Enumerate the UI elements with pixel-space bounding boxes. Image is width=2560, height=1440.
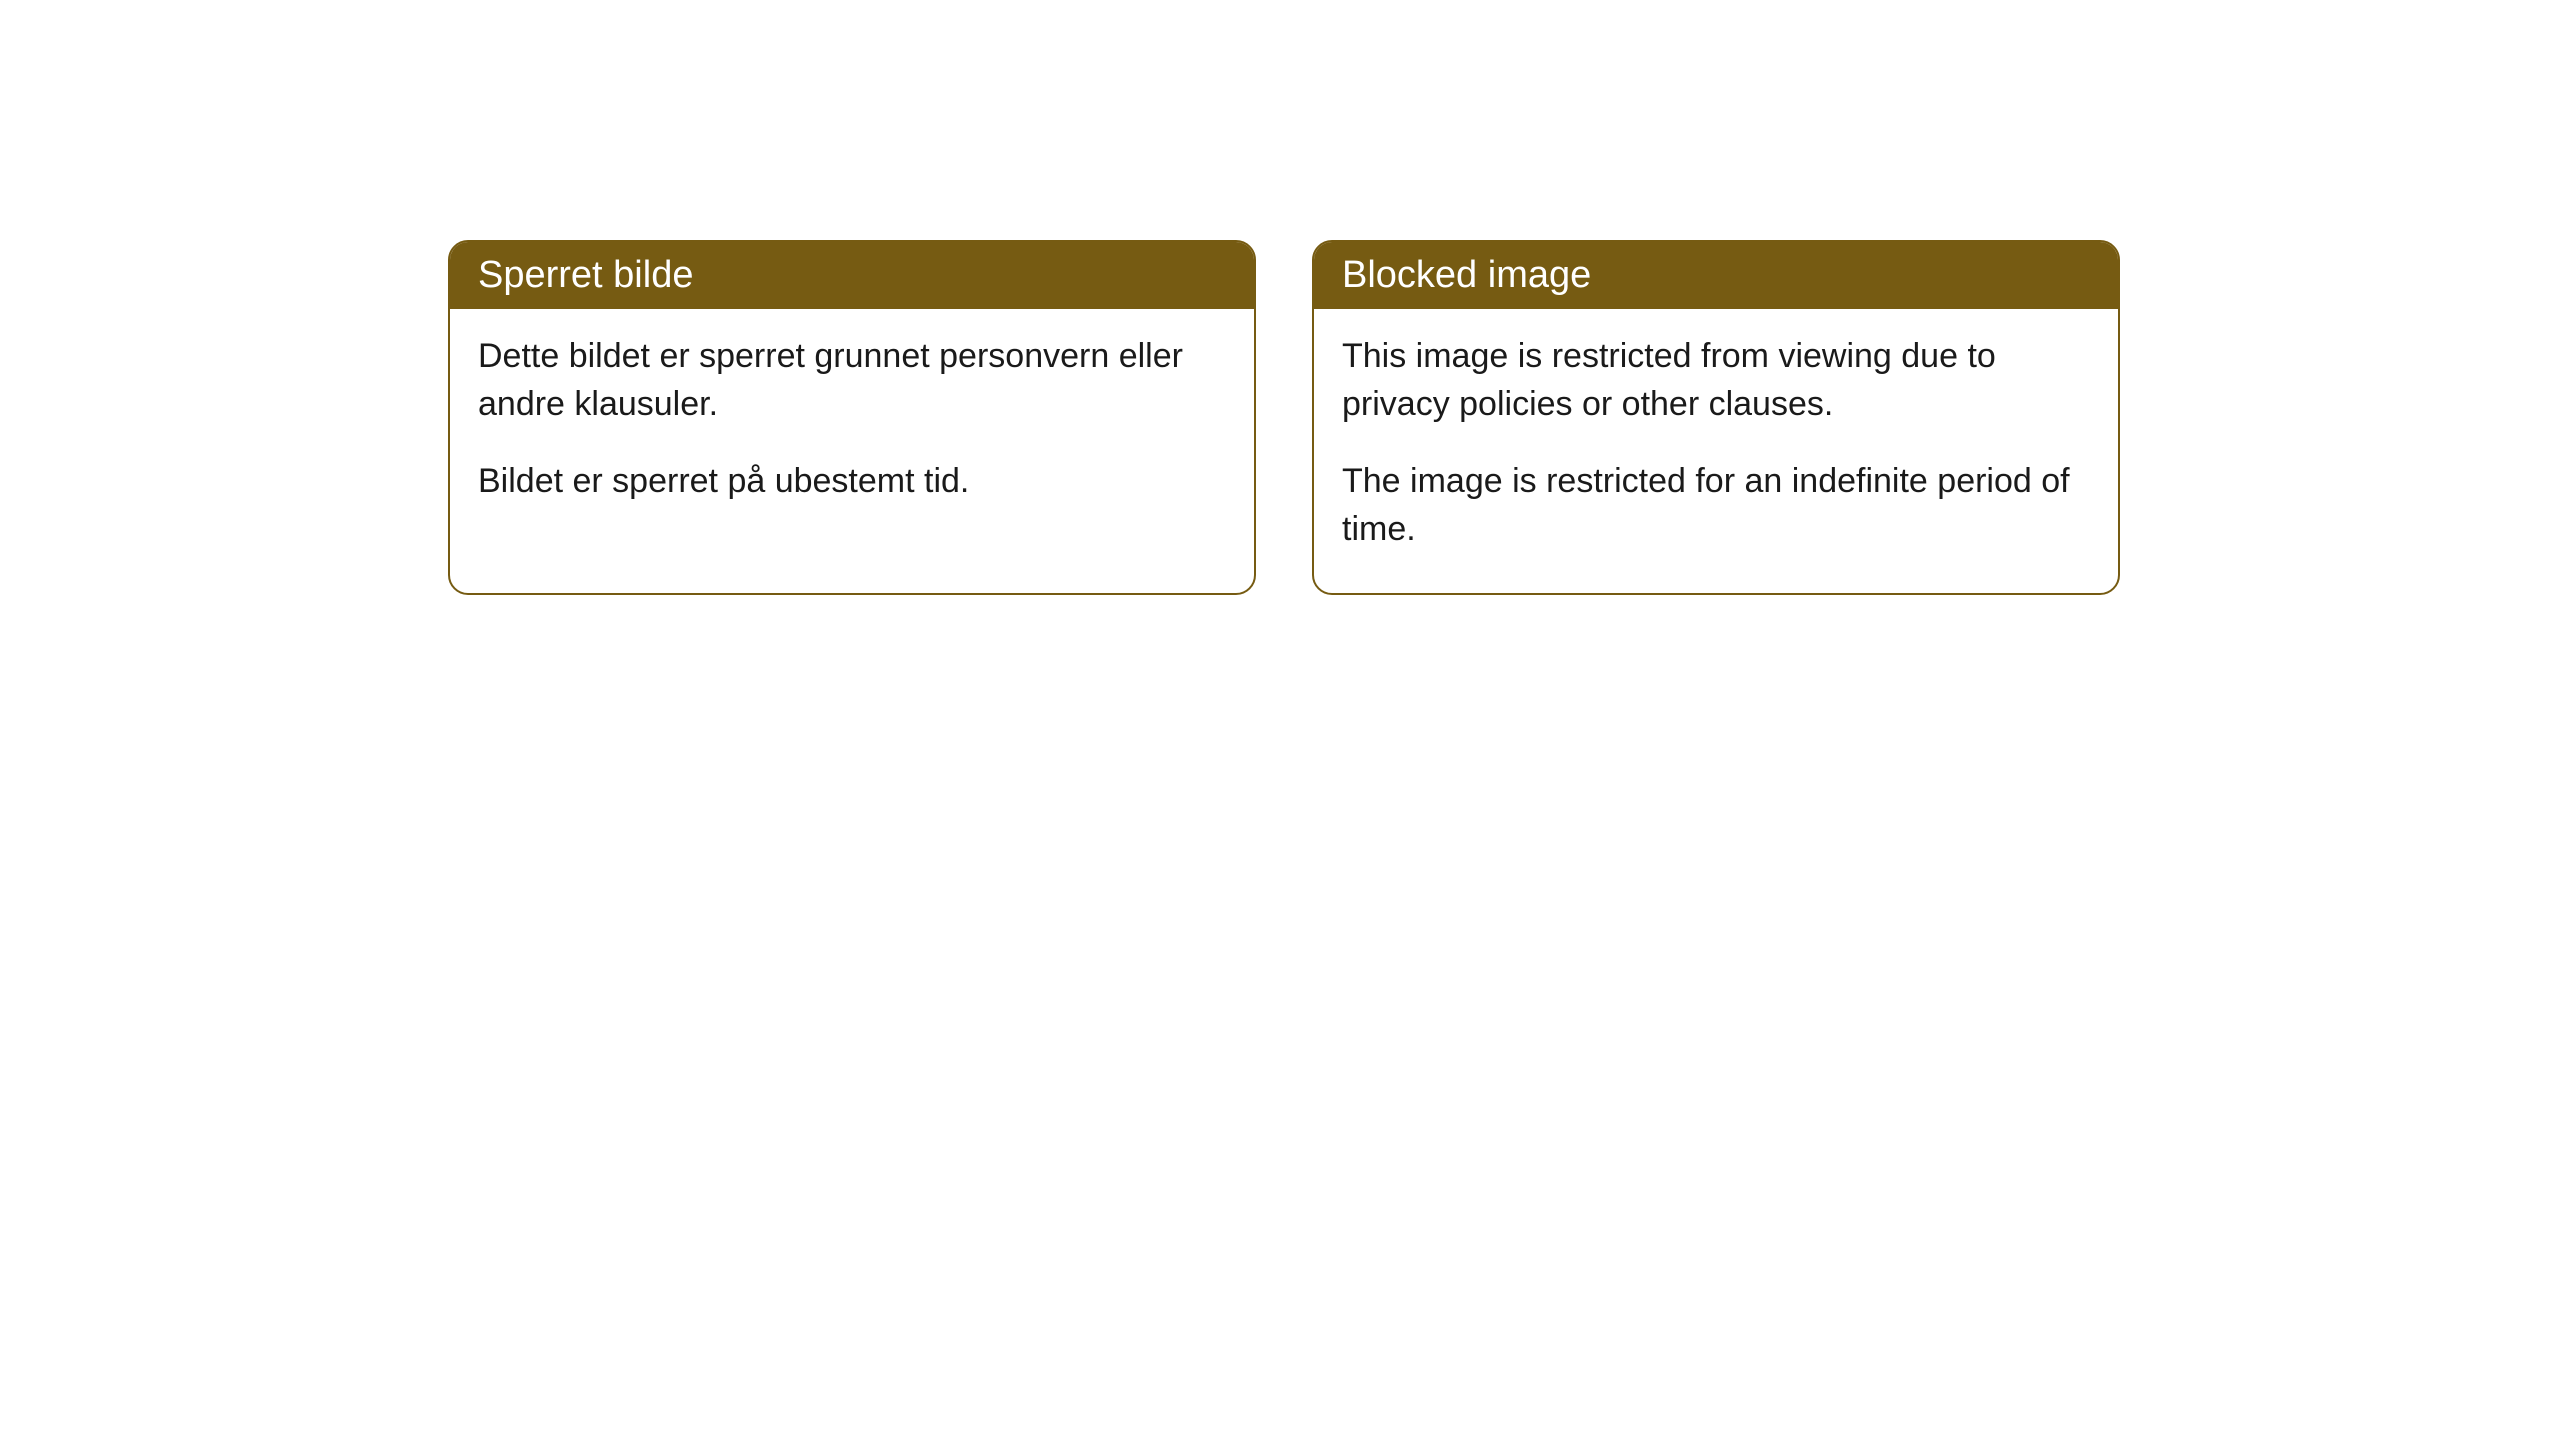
blocked-image-card-no: Sperret bilde Dette bildet er sperret gr… (448, 240, 1256, 595)
card-header: Sperret bilde (450, 242, 1254, 309)
card-paragraph: The image is restricted for an indefinit… (1342, 458, 2090, 553)
card-header: Blocked image (1314, 242, 2118, 309)
card-paragraph: This image is restricted from viewing du… (1342, 333, 2090, 428)
card-body: This image is restricted from viewing du… (1314, 309, 2118, 593)
card-body: Dette bildet er sperret grunnet personve… (450, 309, 1254, 546)
card-paragraph: Dette bildet er sperret grunnet personve… (478, 333, 1226, 428)
card-paragraph: Bildet er sperret på ubestemt tid. (478, 458, 1226, 506)
notice-cards-container: Sperret bilde Dette bildet er sperret gr… (0, 0, 2560, 595)
blocked-image-card-en: Blocked image This image is restricted f… (1312, 240, 2120, 595)
